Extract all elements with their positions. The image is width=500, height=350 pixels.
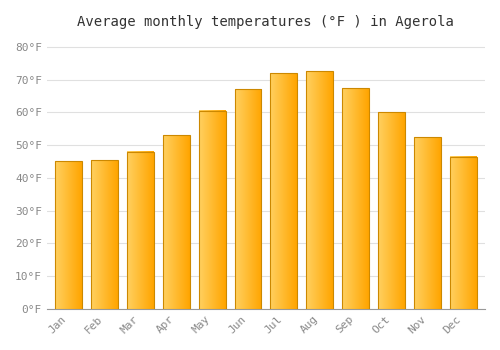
Bar: [378, 112, 405, 309]
Bar: [55, 161, 82, 309]
Bar: [198, 111, 226, 309]
Bar: [234, 90, 262, 309]
Bar: [270, 73, 297, 309]
Bar: [127, 152, 154, 309]
Bar: [414, 137, 441, 309]
Bar: [450, 156, 477, 309]
Bar: [306, 71, 334, 309]
Bar: [91, 160, 118, 309]
Bar: [162, 135, 190, 309]
Bar: [342, 88, 369, 309]
Title: Average monthly temperatures (°F ) in Agerola: Average monthly temperatures (°F ) in Ag…: [78, 15, 454, 29]
